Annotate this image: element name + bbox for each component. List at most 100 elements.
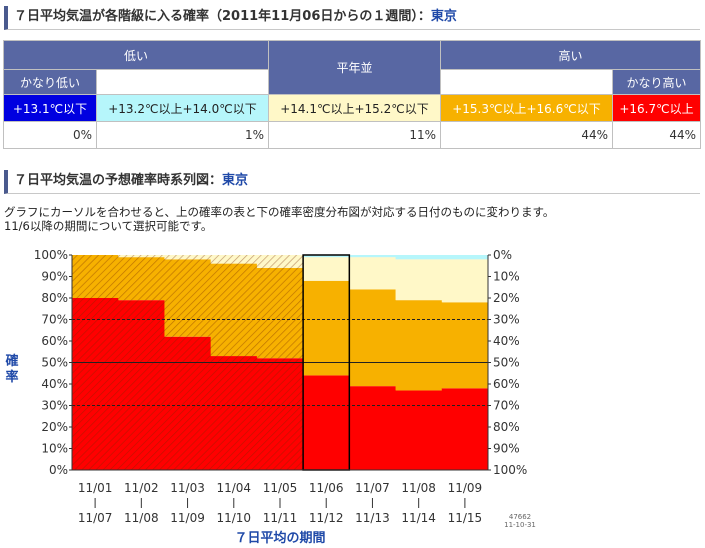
y-tick-label-left: 90%: [41, 270, 68, 284]
probability-timeseries-chart[interactable]: 100% 90% 80% 70% 60% 50% 40% 30% 20% 10% 0% 0% 10% 20…: [0, 240, 560, 548]
header-high: 高い: [440, 40, 701, 70]
bar-segment[interactable]: [164, 336, 212, 470]
x-tick-label-end: 11/15: [448, 511, 483, 525]
section-title-location[interactable]: 東京: [222, 173, 249, 188]
y-tick-label-right: 50%: [493, 356, 520, 370]
range-very-high: +16.7℃以上: [612, 94, 701, 122]
bar-segment[interactable]: [441, 259, 489, 303]
header-high-spacer: [440, 69, 613, 95]
range-high: +15.3℃以上+16.6℃以下: [440, 94, 613, 122]
bar-segment[interactable]: [72, 255, 119, 298]
x-tick-label-start: 11/08: [401, 481, 436, 495]
x-tick-label-start: 11/07: [355, 481, 390, 495]
bar-segment[interactable]: [349, 257, 397, 290]
y-tick-label-left: 80%: [41, 291, 68, 305]
bar-segment[interactable]: [303, 255, 350, 258]
y-tick-label-left: 100%: [34, 248, 68, 262]
x-tick-label-end: 11/13: [355, 511, 390, 525]
chart-description: グラフにカーソルを合わせると、上の確率の表と下の確率密度分布図が対応する日付のも…: [4, 205, 554, 233]
y-tick-label-left: 60%: [41, 334, 68, 348]
bar-segment[interactable]: [441, 302, 489, 389]
bar-segment[interactable]: [210, 263, 258, 357]
prob-high: 44%: [440, 121, 613, 149]
bar-segment[interactable]: [256, 358, 304, 470]
y-tick-label-right: 10%: [493, 270, 520, 284]
bar-segment[interactable]: [349, 386, 397, 470]
chart-stamp-station: 47662: [509, 513, 531, 521]
bar-segment[interactable]: [395, 259, 443, 301]
y-tick-label-left: 50%: [41, 356, 68, 370]
x-axis-label: ７日平均の期間: [234, 530, 325, 546]
x-tick-label-start: 11/06: [309, 481, 344, 495]
bar-segment[interactable]: [349, 255, 397, 258]
x-tick-label-start: 11/02: [124, 481, 159, 495]
bar-segment[interactable]: [256, 255, 304, 268]
x-tick-label-start: 11/03: [170, 481, 205, 495]
y-tick-label-right: 80%: [493, 420, 520, 434]
y-tick-label-right: 100%: [493, 463, 527, 477]
section-title-timeseries: ７日平均気温の予想確率時系列図：東京: [4, 170, 700, 194]
bar-segment[interactable]: [395, 255, 443, 260]
header-low: 低い: [3, 40, 269, 70]
prob-normal: 11%: [268, 121, 441, 149]
y-tick-label-left: 40%: [41, 377, 68, 391]
bar-segment[interactable]: [395, 300, 443, 391]
bar-segment[interactable]: [349, 289, 397, 387]
y-tick-label-left: 10%: [41, 442, 68, 456]
description-line-1: グラフにカーソルを合わせると、上の確率の表と下の確率密度分布図が対応する日付のも…: [4, 205, 555, 219]
x-tick-label-start: 11/09: [448, 481, 483, 495]
header-normal: 平年並: [268, 40, 441, 95]
bar-segment[interactable]: [441, 388, 489, 470]
y-tick-label-right: 90%: [493, 442, 520, 456]
x-tick-label-end: 11/08: [124, 511, 159, 525]
bar-segment[interactable]: [164, 255, 212, 260]
section-title-text: ７日平均気温の予想確率時系列図：: [14, 173, 223, 188]
header-low-spacer: [96, 69, 269, 95]
bar-segment[interactable]: [395, 390, 443, 470]
header-very-low: かなり低い: [3, 69, 97, 95]
y-tick-label-right: 40%: [493, 334, 520, 348]
y-tick-label-right: 30%: [493, 313, 520, 327]
bar-segment[interactable]: [118, 255, 165, 258]
x-tick-label-end: 11/09: [170, 511, 205, 525]
bar-segment[interactable]: [303, 280, 350, 376]
bar-segment[interactable]: [256, 267, 304, 359]
bar-segment[interactable]: [303, 375, 350, 470]
header-very-high: かなり高い: [612, 69, 701, 95]
y-tick-label-right: 60%: [493, 377, 520, 391]
x-tick-label-start: 11/04: [216, 481, 251, 495]
probability-table: 低い 平年並 高い かなり低い かなり高い +13.1℃以下 +13.2℃以上+…: [3, 40, 701, 149]
x-tick-label-end: 11/11: [263, 511, 298, 525]
section-title-location[interactable]: 東京: [430, 9, 457, 24]
bar-segment[interactable]: [303, 257, 350, 281]
bar-segment[interactable]: [441, 255, 489, 260]
range-low: +13.2℃以上+14.0℃以下: [96, 94, 269, 122]
y-tick-label-left: 30%: [41, 399, 68, 413]
y-axis-label: 確率: [5, 353, 18, 385]
bar-segment[interactable]: [210, 356, 258, 470]
bar-segment[interactable]: [164, 259, 212, 337]
y-axis-label-char: 率: [5, 369, 18, 385]
x-tick-label-end: 11/07: [78, 511, 113, 525]
prob-very-high: 44%: [612, 121, 701, 149]
x-tick-label-end: 11/14: [401, 511, 436, 525]
x-tick-label-start: 11/01: [78, 481, 113, 495]
bar-segment[interactable]: [210, 255, 258, 264]
chart-stamp-date: 11-10-31: [504, 521, 536, 529]
x-tick-label-end: 11/12: [309, 511, 344, 525]
prob-very-low: 0%: [3, 121, 97, 149]
y-axis-label-char: 確: [5, 353, 18, 369]
y-tick-label-left: 20%: [41, 420, 68, 434]
range-normal: +14.1℃以上+15.2℃以下: [268, 94, 441, 122]
bar-segment[interactable]: [118, 257, 165, 301]
y-tick-label-right: 0%: [493, 248, 512, 262]
y-tick-label-left: 70%: [41, 313, 68, 327]
section-title-probability: ７日平均気温が各階級に入る確率（2011年11月06日からの１週間）：東京: [4, 6, 700, 30]
description-line-2: 11/6以降の期間について選択可能です。: [4, 219, 213, 233]
x-tick-label-end: 11/10: [216, 511, 251, 525]
bar-segment[interactable]: [118, 300, 165, 470]
bar-segment[interactable]: [72, 298, 119, 470]
y-tick-label-left: 0%: [49, 463, 68, 477]
prob-low: 1%: [96, 121, 269, 149]
y-tick-label-right: 70%: [493, 399, 520, 413]
